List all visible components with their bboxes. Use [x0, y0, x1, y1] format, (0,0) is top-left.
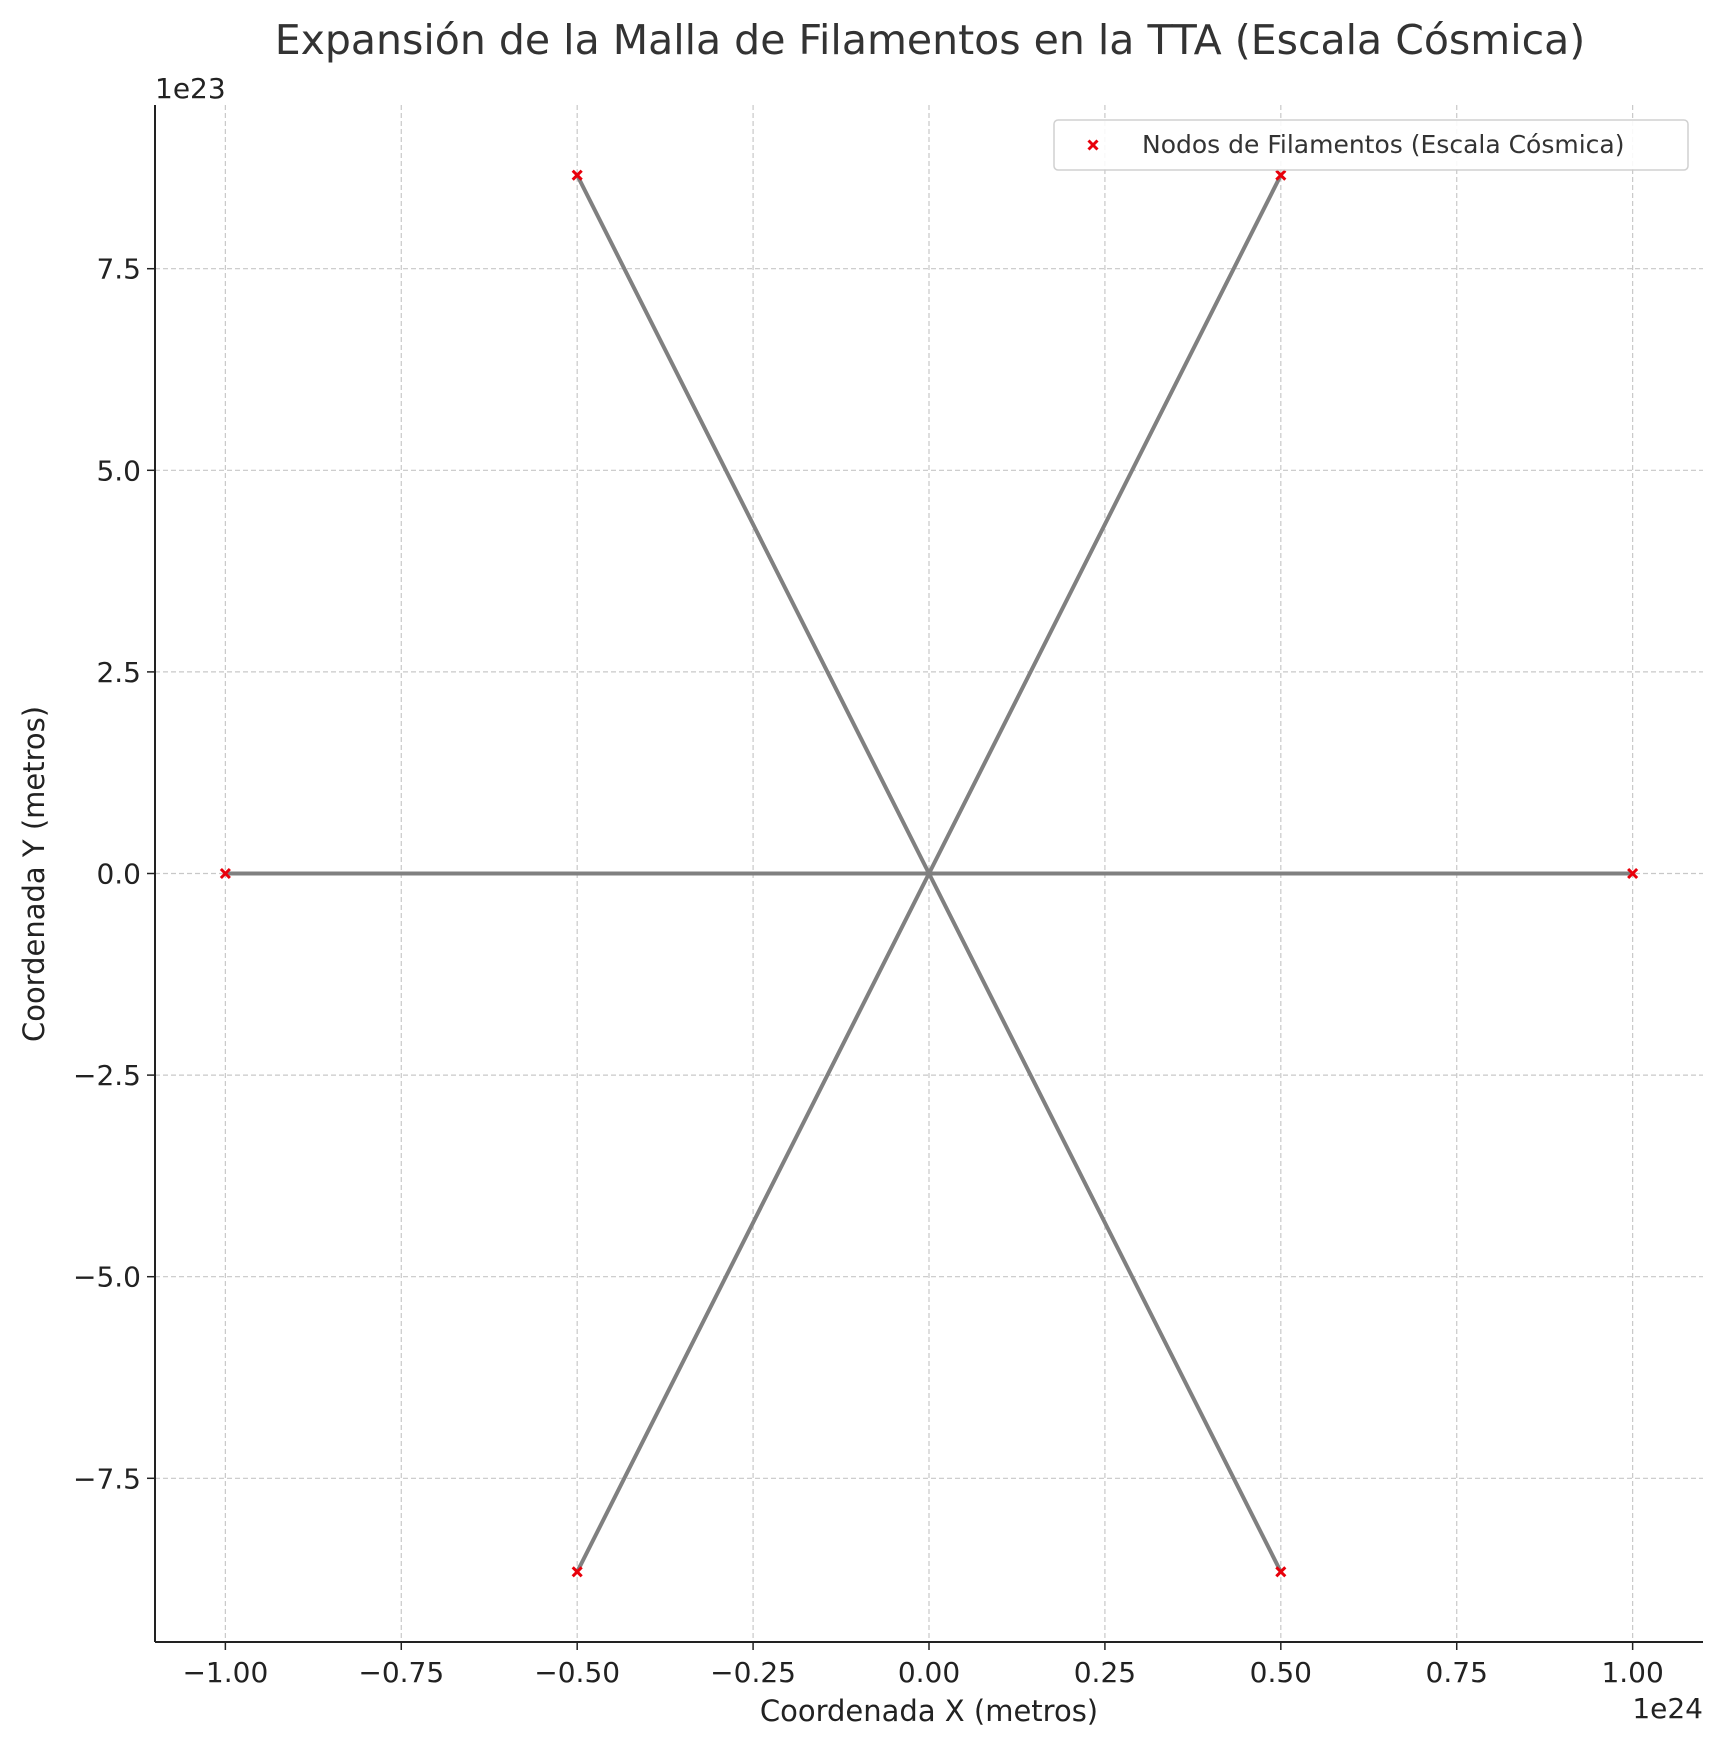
y-offset-label: 1e23: [155, 72, 226, 105]
x-tick-label: 0.50: [1250, 1656, 1312, 1689]
filament-node-point: [1275, 1566, 1287, 1578]
x-tick-label: 0.00: [898, 1656, 960, 1689]
x-tick-label: 1.00: [1601, 1656, 1663, 1689]
legend-label: Nodos de Filamentos (Escala Cósmica): [1142, 130, 1625, 159]
x-ticks: −1.00 −0.75 −0.50 −0.25 0.00 0.25 0.50 0.75 1.00: [182, 1642, 1664, 1689]
y-tick-label: 0.0: [96, 858, 141, 891]
filament-line: [575, 173, 931, 876]
chart-title: Expansión de la Malla de Filamentos en l…: [275, 16, 1586, 64]
filament-line: [927, 871, 1283, 1574]
legend: Nodos de Filamentos (Escala Cósmica): [1053, 119, 1689, 171]
marker-stroke: [1275, 169, 1287, 181]
filament-node-point: [1627, 867, 1639, 880]
filament-node-point: [571, 1566, 583, 1578]
filament-node-point: [1275, 169, 1287, 181]
x-tick-label: 0.75: [1426, 1656, 1488, 1689]
marker-stroke: [219, 867, 231, 880]
marker-stroke: [1275, 1566, 1287, 1578]
x-axis-label: Coordenada X (metros): [760, 1694, 1098, 1728]
y-tick-label: −2.5: [73, 1059, 141, 1092]
filament-nodes: [219, 169, 1639, 1578]
legend-box: [1053, 119, 1689, 171]
filament-line: [575, 871, 931, 1574]
y-ticks: −7.5 −5.0 −2.5 0.0 2.5 5.0 7.5: [73, 253, 155, 1495]
filament-lines: [223, 173, 1635, 1574]
y-axis-label: Coordenada Y (metros): [17, 706, 51, 1042]
marker-stroke: [571, 1566, 583, 1578]
x-tick-label: −0.50: [534, 1656, 620, 1689]
legend-marker: [1087, 139, 1099, 151]
filament-node-point: [571, 169, 583, 181]
marker-stroke: [571, 169, 583, 181]
y-tick-label: 2.5: [96, 656, 141, 689]
x-tick-label: 0.25: [1074, 1656, 1136, 1689]
y-tick-label: 5.0: [96, 454, 141, 487]
x-tick-label: −0.25: [710, 1656, 796, 1689]
x-tick-label: −0.75: [358, 1656, 444, 1689]
y-tick-label: −5.0: [73, 1261, 141, 1294]
y-tick-label: 7.5: [96, 253, 141, 286]
x-offset-label: 1e24: [1632, 1692, 1703, 1725]
filament-node-point: [219, 867, 231, 880]
filament-line: [927, 173, 1283, 876]
y-tick-label: −7.5: [73, 1462, 141, 1495]
marker-stroke: [1627, 867, 1639, 880]
x-tick-label: −1.00: [182, 1656, 268, 1689]
legend-marker-x: [1087, 139, 1099, 151]
marker-stroke: [1087, 139, 1099, 151]
